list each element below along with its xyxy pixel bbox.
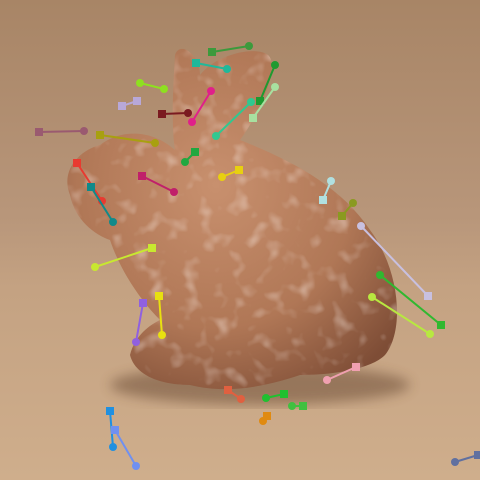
- keypoint-square: [235, 166, 243, 174]
- keypoint-circle: [188, 118, 196, 126]
- match-line: [360, 225, 429, 297]
- keypoint-circle: [368, 293, 376, 301]
- match-line: [141, 175, 175, 193]
- keypoint-square: [139, 299, 147, 307]
- keypoint-square: [73, 159, 81, 167]
- match-line: [90, 186, 114, 223]
- match-line: [379, 274, 442, 326]
- keypoint-circle: [91, 263, 99, 271]
- keypoint-square: [280, 390, 288, 398]
- keypoint-square: [192, 59, 200, 67]
- keypoint-circle: [327, 177, 335, 185]
- keypoint-circle: [151, 139, 159, 147]
- keypoint-square: [191, 148, 199, 156]
- match-line: [99, 134, 156, 144]
- keypoint-circle: [218, 173, 226, 181]
- keypoint-square: [263, 412, 271, 420]
- match-line: [139, 82, 165, 90]
- keypoint-circle: [132, 338, 140, 346]
- keypoint-square: [299, 402, 307, 410]
- keypoint-square: [474, 451, 480, 459]
- keypoint-square: [148, 244, 156, 252]
- keypoint-circle: [132, 462, 140, 470]
- keypoint-square: [106, 407, 114, 415]
- keypoint-circle: [376, 271, 384, 279]
- keypoint-square: [437, 321, 445, 329]
- keypoint-circle: [109, 443, 117, 451]
- keypoint-circle: [271, 61, 279, 69]
- match-line: [38, 130, 85, 133]
- keypoint-circle: [160, 85, 168, 93]
- match-line: [259, 64, 276, 102]
- keypoint-circle: [262, 394, 270, 402]
- match-line: [135, 302, 144, 343]
- keypoint-circle: [288, 402, 296, 410]
- keypoint-square: [158, 110, 166, 118]
- keypoint-square: [87, 183, 95, 191]
- match-line: [252, 86, 276, 119]
- keypoint-circle: [451, 458, 459, 466]
- keypoint-square: [424, 292, 432, 300]
- match-line: [326, 366, 357, 381]
- keypoint-square: [133, 97, 141, 105]
- keypoint-circle: [109, 218, 117, 226]
- keypoint-square: [249, 114, 257, 122]
- match-line: [161, 112, 189, 115]
- keypoint-square: [111, 426, 119, 434]
- keypoint-square: [155, 292, 163, 300]
- match-line: [158, 295, 163, 336]
- keypoint-square: [352, 363, 360, 371]
- keypoint-square: [138, 172, 146, 180]
- match-line: [371, 296, 431, 335]
- keypoint-circle: [237, 395, 245, 403]
- keypoint-square: [338, 212, 346, 220]
- keypoint-circle: [426, 330, 434, 338]
- keypoint-square: [224, 386, 232, 394]
- match-line: [191, 90, 212, 123]
- keypoint-square: [96, 131, 104, 139]
- keypoint-square: [208, 48, 216, 56]
- keypoint-circle: [259, 417, 267, 425]
- correspondences: [35, 42, 480, 470]
- keypoint-circle: [349, 199, 357, 207]
- keypoint-circle: [357, 222, 365, 230]
- keypoint-square: [319, 196, 327, 204]
- keypoint-circle: [170, 188, 178, 196]
- keypoint-circle: [136, 79, 144, 87]
- match-line: [76, 162, 103, 202]
- match-line: [114, 429, 137, 467]
- keypoint-circle: [207, 87, 215, 95]
- keypoint-circle: [223, 65, 231, 73]
- keypoint-circle: [323, 376, 331, 384]
- match-line: [211, 45, 250, 53]
- keypoint-circle: [212, 132, 220, 140]
- keypoint-square: [118, 102, 126, 110]
- keypoint-circle: [271, 83, 279, 91]
- keypoint-square: [35, 128, 43, 136]
- keypoint-circle: [181, 158, 189, 166]
- keypoint-circle: [247, 98, 255, 106]
- match-line: [94, 247, 153, 268]
- keypoint-square: [256, 97, 264, 105]
- match-line: [195, 62, 228, 70]
- keypoint-circle: [80, 127, 88, 135]
- keypoint-circle: [245, 42, 253, 50]
- match-line: [215, 101, 252, 137]
- keypoint-circle: [184, 109, 192, 117]
- keypoint-circle: [158, 331, 166, 339]
